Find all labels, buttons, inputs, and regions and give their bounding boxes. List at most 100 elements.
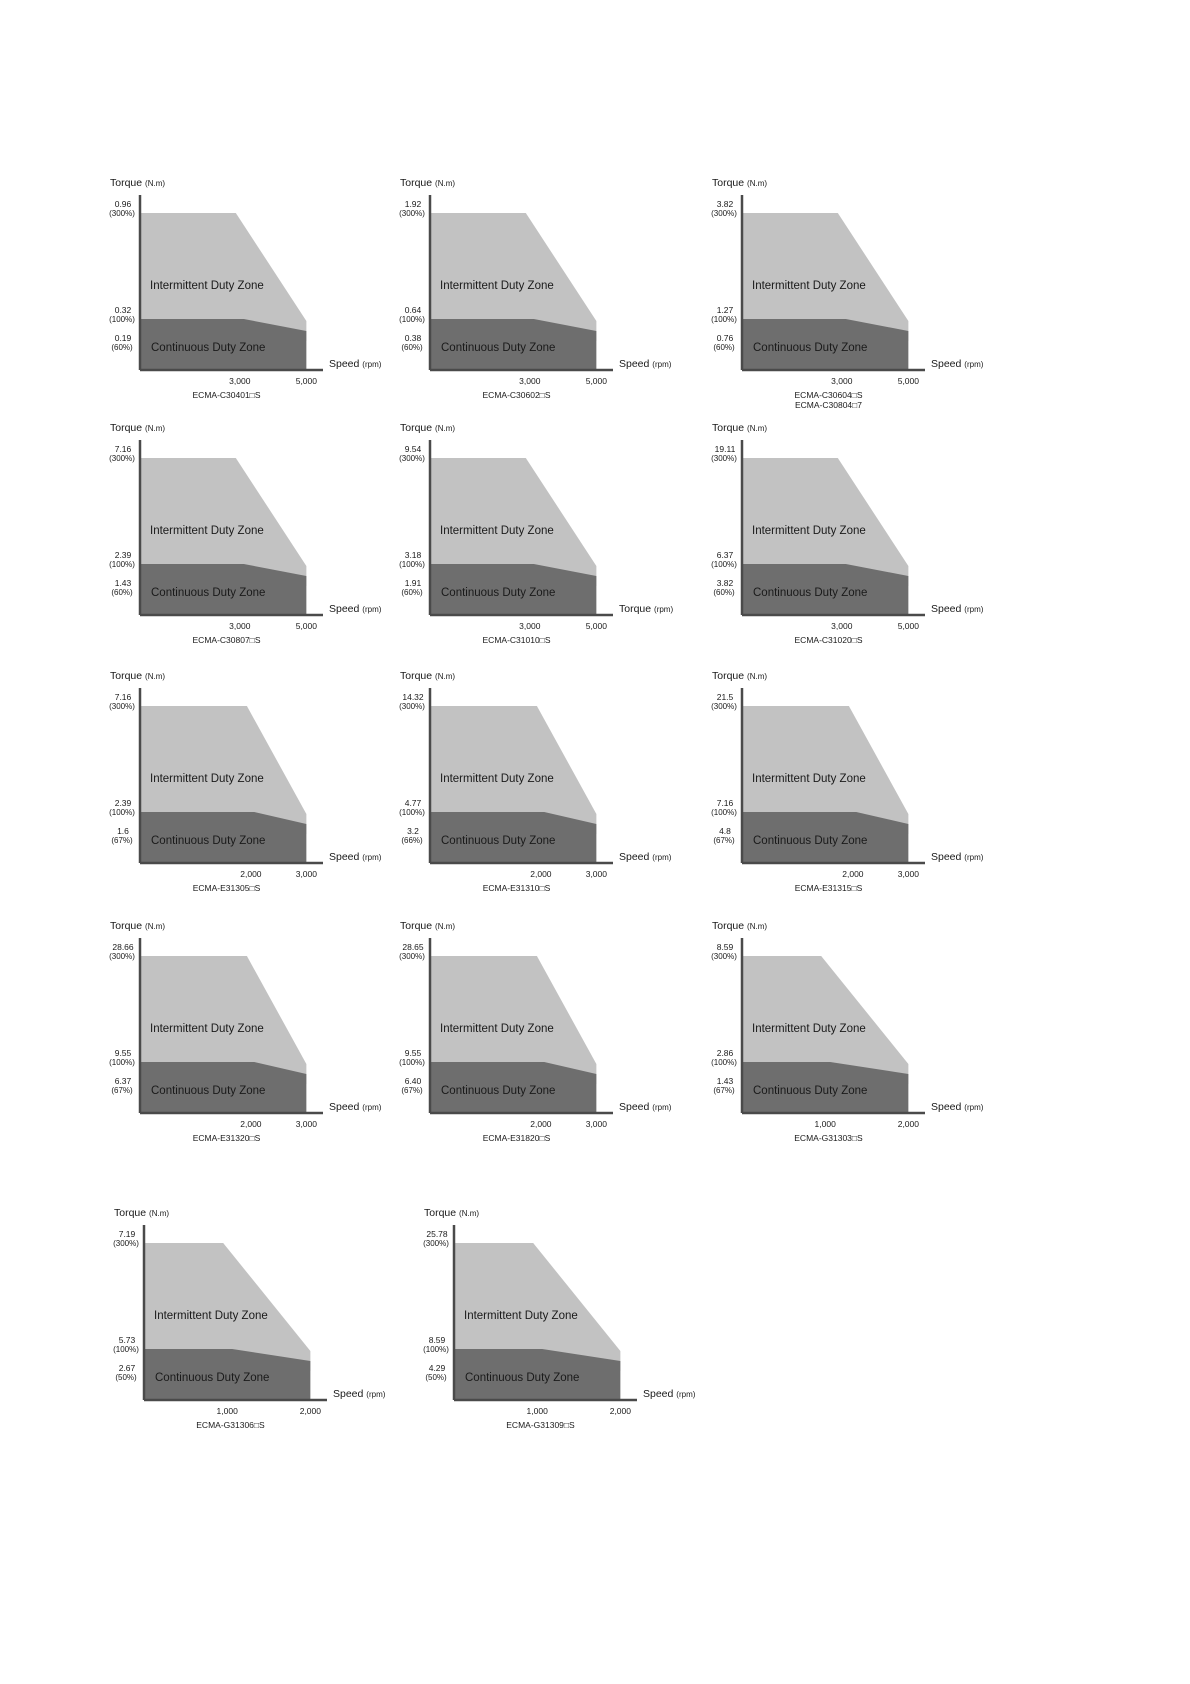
intermittent-zone-label: Intermittent Duty Zone: [150, 773, 264, 785]
y-tick-rated-percent: (100%): [399, 808, 425, 817]
x-tick-label: 3,000: [831, 621, 853, 631]
continuous-zone-label: Continuous Duty Zone: [753, 1085, 867, 1097]
y-axis-unit: (N.m): [145, 424, 165, 433]
intermittent-zone-label: Intermittent Duty Zone: [150, 525, 264, 537]
y-axis-title: Torque (N.m): [712, 920, 767, 932]
y-tick-rated-value: 7.16: [717, 798, 734, 808]
y-axis-label: Torque: [712, 177, 744, 189]
y-tick-low-value: 0.76: [717, 333, 734, 343]
x-tick-label: 3,000: [586, 869, 608, 879]
continuous-zone-label: Continuous Duty Zone: [155, 1372, 269, 1384]
y-axis-unit: (N.m): [435, 672, 455, 681]
x-axis-label: Speed: [333, 1388, 364, 1400]
y-tick-rated-percent: (100%): [399, 1058, 425, 1067]
x-tick-label: 5,000: [296, 376, 318, 386]
y-tick-low-percent: (50%): [425, 1373, 447, 1382]
x-axis-unit: (rpm): [964, 360, 983, 369]
continuous-zone-area: [742, 812, 909, 863]
y-tick-low-percent: (67%): [111, 836, 133, 845]
y-tick-rated-percent: (100%): [109, 808, 135, 817]
x-axis-title: Speed (rpm): [931, 851, 984, 863]
y-tick-peak-percent: (300%): [423, 1239, 449, 1248]
y-tick-low-value: 1.6: [117, 826, 129, 836]
y-tick-low-value: 1.43: [717, 1076, 734, 1086]
continuous-zone-label: Continuous Duty Zone: [753, 342, 867, 354]
model-name: ECMA-G31306□S: [196, 1420, 265, 1430]
y-axis-unit: (N.m): [435, 179, 455, 188]
y-tick-peak-percent: (300%): [399, 454, 425, 463]
y-tick-low-value: 4.29: [429, 1363, 446, 1373]
model-name: ECMA-E31305□S: [193, 883, 261, 893]
intermittent-zone-area: [742, 706, 909, 834]
torque-speed-chart-4: Torque (N.m) Speed (rpm) 7.16 (300%) 2.39 (10…: [108, 420, 408, 680]
x-axis-unit: (rpm): [362, 605, 381, 614]
continuous-zone-label: Continuous Duty Zone: [151, 835, 265, 847]
y-tick-peak-percent: (300%): [711, 209, 737, 218]
x-axis-label: Speed: [931, 851, 962, 863]
x-tick-label: 5,000: [296, 621, 318, 631]
continuous-zone-label: Continuous Duty Zone: [151, 587, 265, 599]
x-axis-title: Speed (rpm): [619, 358, 672, 370]
y-tick-peak-value: 7.19: [119, 1229, 136, 1239]
intermittent-zone-area: [140, 213, 307, 341]
y-tick-peak-value: 7.16: [115, 444, 132, 454]
intermittent-zone-area: [430, 706, 597, 834]
continuous-zone-area: [140, 319, 307, 370]
continuous-zone-label: Continuous Duty Zone: [441, 1085, 555, 1097]
torque-speed-chart-14: Torque (N.m) Speed (rpm) 25.78 (300%) 8.59 (1…: [422, 1205, 722, 1465]
continuous-zone-label: Continuous Duty Zone: [441, 587, 555, 599]
continuous-zone-area: [144, 1349, 311, 1400]
intermittent-zone-label: Intermittent Duty Zone: [150, 1023, 264, 1035]
torque-speed-chart-8: Torque (N.m) Speed (rpm) 14.32 (300%) 4.77 (1…: [398, 668, 698, 928]
x-axis-label: Speed: [329, 603, 360, 615]
y-axis-title: Torque (N.m): [712, 670, 767, 682]
y-tick-low-value: 3.82: [717, 578, 734, 588]
y-tick-low-percent: (67%): [713, 1086, 735, 1095]
y-tick-low-value: 1.91: [405, 578, 422, 588]
x-axis-unit: (rpm): [652, 853, 671, 862]
y-axis-label: Torque: [400, 920, 432, 932]
y-tick-rated-value: 2.39: [115, 550, 132, 560]
x-axis-title: Speed (rpm): [619, 851, 672, 863]
torque-speed-chart-3: Torque (N.m) Speed (rpm) 3.82 (300%) 1.27 (10…: [710, 175, 1010, 435]
y-axis-title: Torque (N.m): [424, 1207, 479, 1219]
y-axis-label: Torque: [712, 920, 744, 932]
x-axis-title: Speed (rpm): [329, 1101, 382, 1113]
y-tick-low-percent: (50%): [115, 1373, 137, 1382]
y-tick-rated-percent: (100%): [399, 315, 425, 324]
continuous-zone-area: [430, 1062, 597, 1113]
y-axis-unit: (N.m): [459, 1209, 479, 1218]
continuous-zone-area: [742, 1062, 909, 1113]
intermittent-zone-area: [140, 956, 307, 1084]
y-tick-rated-value: 1.27: [717, 305, 734, 315]
y-tick-low-percent: (67%): [111, 1086, 133, 1095]
y-axis-title: Torque (N.m): [400, 177, 455, 189]
torque-speed-chart-6: Torque (N.m) Speed (rpm) 19.11 (300%) 6.37 (1…: [710, 420, 1010, 680]
continuous-zone-label: Continuous Duty Zone: [753, 835, 867, 847]
y-axis-title: Torque (N.m): [114, 1207, 169, 1219]
y-tick-rated-percent: (100%): [109, 560, 135, 569]
model-name: ECMA-C30604□S: [795, 390, 863, 400]
y-tick-rated-percent: (100%): [113, 1345, 139, 1354]
y-tick-peak-value: 28.65: [402, 942, 424, 952]
y-tick-low-value: 1.43: [115, 578, 132, 588]
x-axis-unit: (rpm): [362, 360, 381, 369]
model-name-secondary: ECMA-C30804□7: [795, 400, 862, 410]
y-axis-unit: (N.m): [145, 922, 165, 931]
y-tick-peak-value: 25.78: [426, 1229, 448, 1239]
x-tick-label: 1,000: [217, 1406, 239, 1416]
x-axis-label: Speed: [329, 1101, 360, 1113]
y-tick-low-value: 0.38: [405, 333, 422, 343]
y-axis-label: Torque: [110, 177, 142, 189]
continuous-zone-area: [430, 812, 597, 863]
y-tick-low-percent: (60%): [401, 343, 423, 352]
x-axis-unit: (rpm): [964, 853, 983, 862]
x-axis-title: Speed (rpm): [931, 358, 984, 370]
x-axis-unit: (rpm): [654, 605, 673, 614]
model-name: ECMA-C30807□S: [193, 635, 261, 645]
x-axis-unit: (rpm): [676, 1390, 695, 1399]
continuous-zone-area: [430, 319, 597, 370]
x-tick-label: 2,000: [898, 1119, 920, 1129]
x-axis-label: Speed: [931, 358, 962, 370]
